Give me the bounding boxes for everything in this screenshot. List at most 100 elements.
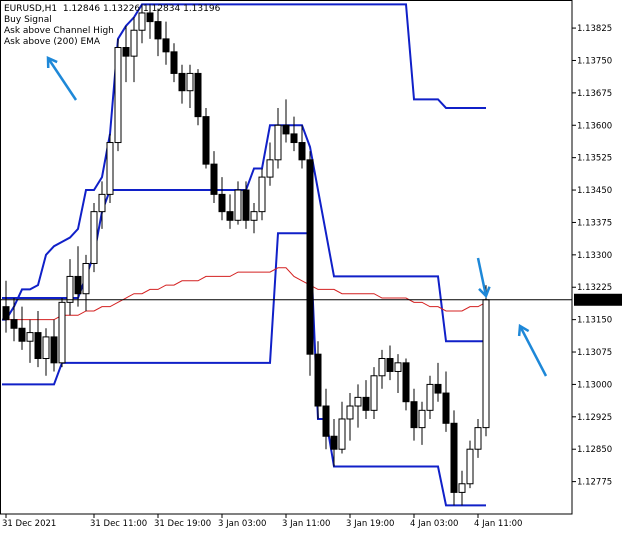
candle-body [394, 362, 402, 372]
candle-body [202, 116, 210, 165]
candle [18, 306, 26, 350]
signal-line-1: Buy Signal [4, 15, 52, 25]
candle-body [298, 142, 306, 161]
ohlc-values: 1.12846 1.13226 1.12834 1.13196 [62, 4, 221, 14]
candle-body [34, 332, 42, 360]
candle [482, 285, 490, 437]
candle-body [466, 448, 474, 485]
arrow-up-left [46, 56, 78, 101]
candle [426, 375, 434, 419]
price-tick-label: 1.13150 [577, 316, 612, 326]
time-axis: 31 Dec 2021 31 Dec 11:00 31 Dec 19:00 3 Jan… [2, 514, 522, 529]
candle-body [370, 375, 378, 411]
candle [250, 203, 258, 234]
candle [346, 393, 354, 441]
time-tick-label: 3 Jan 19:00 [346, 519, 394, 529]
arrow-up-right [517, 323, 548, 377]
candle-body [26, 332, 34, 342]
candle-body [458, 483, 466, 493]
candle [474, 418, 482, 458]
candle-body [10, 319, 18, 329]
candle-body [218, 193, 226, 213]
candle-body [42, 336, 50, 360]
candle [258, 168, 266, 221]
time-tick-label: 4 Jan 11:00 [474, 519, 522, 529]
candle-body [338, 418, 346, 450]
candle-body [162, 38, 170, 53]
candle-body [442, 392, 450, 424]
candle [282, 99, 290, 143]
candle-body [58, 301, 66, 364]
candle [2, 280, 10, 333]
candle-body [282, 124, 290, 135]
candle [10, 298, 18, 342]
candle-body [194, 72, 202, 118]
candle-body [82, 262, 90, 295]
price-tick-label: 1.13375 [577, 218, 612, 228]
candle-body [186, 72, 194, 92]
price-tick-label: 1.13600 [577, 121, 612, 131]
candle-body [226, 211, 234, 221]
candle [82, 254, 90, 311]
candle-body [210, 163, 218, 195]
candle [146, 4, 154, 39]
current-price-label: 1.13196 [577, 296, 612, 306]
candle-body [402, 362, 410, 403]
candle-body [426, 383, 434, 411]
candle [170, 43, 178, 83]
arrow-head [478, 286, 491, 299]
arrow-shaft [476, 257, 488, 297]
candle-body [242, 189, 250, 221]
candle [178, 64, 186, 104]
candle [202, 107, 210, 169]
candle-body [410, 401, 418, 429]
candle-body [306, 159, 314, 355]
candle [338, 401, 346, 454]
chart-header: EURUSD,H1 1.12846 1.13226 1.12834 1.1319… [4, 4, 220, 15]
candle-body [330, 435, 338, 450]
candle [314, 341, 322, 419]
candle [66, 259, 74, 316]
price-tick-label: 1.12925 [577, 413, 612, 423]
time-tick-label: 31 Dec 11:00 [90, 519, 147, 529]
candle [26, 319, 34, 363]
candle [50, 319, 58, 372]
ema-line [6, 267, 487, 321]
arrow-down [476, 257, 491, 299]
channel-lines [2, 3, 486, 507]
candle [386, 345, 394, 381]
candle-body [378, 358, 386, 377]
candle [122, 25, 130, 83]
candle-body [434, 383, 442, 394]
signal-line-2: Ask above Channel High [4, 26, 114, 36]
candle-body [322, 405, 330, 437]
candle-body [250, 211, 258, 221]
candle [210, 151, 218, 204]
candle-body [106, 142, 114, 195]
candle-body [170, 51, 178, 74]
candle [450, 410, 458, 506]
candle-body [418, 409, 426, 429]
candle [106, 133, 114, 204]
arrow-shaft [46, 57, 78, 101]
candle [434, 362, 442, 402]
candle-body [314, 353, 322, 407]
candle [322, 388, 330, 450]
candle [58, 298, 66, 368]
time-tick-label: 4 Jan 03:00 [410, 519, 458, 529]
candle [186, 64, 194, 108]
candle [394, 354, 402, 394]
candle [162, 21, 170, 65]
time-tick-label: 3 Jan 11:00 [282, 519, 330, 529]
candle [266, 142, 274, 186]
candle [154, 8, 162, 57]
price-tick-label: 1.13000 [577, 380, 612, 390]
candle-body [178, 72, 186, 92]
candle-body [74, 275, 82, 295]
price-tick-label: 1.13750 [577, 56, 612, 66]
candle [226, 194, 234, 229]
candle-body [346, 405, 354, 420]
candle [290, 116, 298, 152]
candle-body [90, 211, 98, 264]
